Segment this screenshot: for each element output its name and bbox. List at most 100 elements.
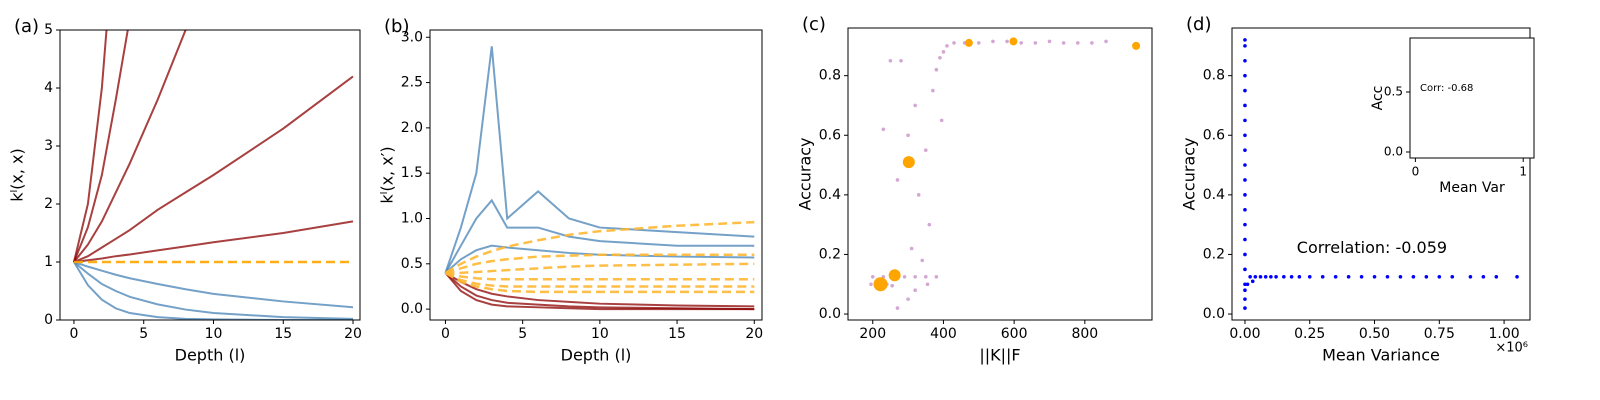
point — [941, 50, 946, 54]
x-axis-label: Mean Var — [1439, 180, 1505, 196]
point — [1282, 274, 1286, 279]
point — [1346, 274, 1351, 279]
point — [1243, 148, 1247, 152]
point — [938, 55, 942, 60]
y-tick-label: 0.8 — [819, 68, 841, 84]
point — [976, 41, 981, 45]
x-tick-label: 800 — [1071, 326, 1098, 342]
point — [895, 306, 900, 310]
x-tick-label: 0 — [1412, 165, 1420, 179]
point — [890, 283, 894, 288]
point — [1243, 163, 1247, 167]
dashed-line — [445, 271, 755, 281]
y-tick-label: 0.0 — [1384, 145, 1403, 159]
point — [934, 67, 939, 72]
x-tick-label: 600 — [1001, 326, 1028, 342]
point — [927, 222, 932, 227]
point — [873, 277, 888, 292]
line — [72, 30, 108, 263]
point — [939, 118, 944, 123]
y-tick-label: 3.0 — [401, 29, 423, 45]
y-tick-label: 0 — [44, 312, 53, 328]
y-tick-label: 0.5 — [401, 256, 423, 272]
point — [1424, 274, 1429, 279]
axis-multiplier: ×10⁶ — [1495, 341, 1528, 356]
y-tick-label: 0.5 — [1384, 85, 1403, 99]
line — [73, 261, 354, 309]
point — [1289, 274, 1294, 279]
point — [1274, 274, 1278, 279]
y-tick-label: 1 — [44, 254, 53, 270]
point — [1243, 222, 1247, 227]
x-tick-label: 0.00 — [1229, 326, 1260, 342]
plot-area — [1243, 38, 1519, 310]
plot-area — [444, 46, 755, 311]
point — [909, 246, 914, 251]
point — [869, 282, 873, 287]
point — [1243, 306, 1247, 310]
point — [1385, 274, 1390, 279]
point — [881, 127, 886, 132]
point — [991, 39, 995, 44]
x-axis-label: Depth (l) — [561, 346, 632, 365]
line — [444, 198, 755, 274]
y-axis-label: kˡ(x, x′) — [378, 146, 397, 203]
point — [1450, 274, 1455, 279]
line — [444, 272, 755, 308]
dashed-line — [444, 271, 755, 294]
y-tick-label: 0.0 — [401, 301, 423, 317]
point — [1243, 282, 1247, 287]
point — [1243, 103, 1247, 108]
plot-area — [72, 30, 354, 320]
annotation: Corr: -0.68 — [1420, 83, 1473, 94]
x-tick-label: 15 — [668, 326, 686, 342]
point — [913, 288, 917, 293]
point — [1269, 274, 1273, 279]
point — [913, 274, 917, 279]
y-axis-label: kˡ(x, x) — [8, 148, 27, 202]
point — [1243, 44, 1247, 48]
point — [1263, 274, 1268, 279]
point — [1494, 274, 1499, 279]
point — [1243, 118, 1247, 123]
y-tick-label: 2.5 — [401, 75, 423, 91]
point — [1243, 288, 1247, 293]
y-tick-label: 0.0 — [1203, 306, 1225, 322]
point — [1243, 297, 1247, 301]
y-tick-label: 0.0 — [819, 306, 841, 322]
point — [1243, 58, 1247, 63]
point — [964, 38, 973, 47]
point — [1411, 274, 1416, 279]
line — [444, 46, 755, 274]
annotation: Correlation: -0.059 — [1297, 238, 1447, 257]
x-tick-label: 10 — [591, 326, 609, 342]
panel-label: (a) — [14, 16, 39, 37]
point — [902, 156, 915, 169]
point — [1019, 41, 1024, 45]
x-tick-label: 1.00 — [1489, 326, 1520, 342]
y-tick-label: 0.8 — [1203, 68, 1225, 84]
point — [1243, 133, 1247, 138]
y-tick-label: 5 — [44, 22, 53, 38]
frame — [1231, 27, 1531, 321]
point — [1243, 237, 1247, 242]
line — [73, 220, 354, 263]
point — [1009, 37, 1018, 46]
point — [1515, 274, 1519, 279]
point — [1437, 274, 1442, 279]
frame — [1409, 37, 1535, 159]
y-tick-label: 0.6 — [819, 127, 841, 143]
point — [888, 269, 901, 282]
point — [1333, 274, 1338, 279]
y-axis-label: Accuracy — [1180, 137, 1199, 210]
point — [906, 133, 910, 138]
point — [1243, 38, 1247, 42]
point — [1250, 279, 1255, 284]
point — [1075, 41, 1080, 45]
x-tick-label: 10 — [205, 326, 223, 342]
y-tick-label: 3 — [44, 138, 53, 154]
point — [1245, 282, 1250, 287]
point — [899, 58, 903, 63]
point — [1061, 41, 1066, 45]
